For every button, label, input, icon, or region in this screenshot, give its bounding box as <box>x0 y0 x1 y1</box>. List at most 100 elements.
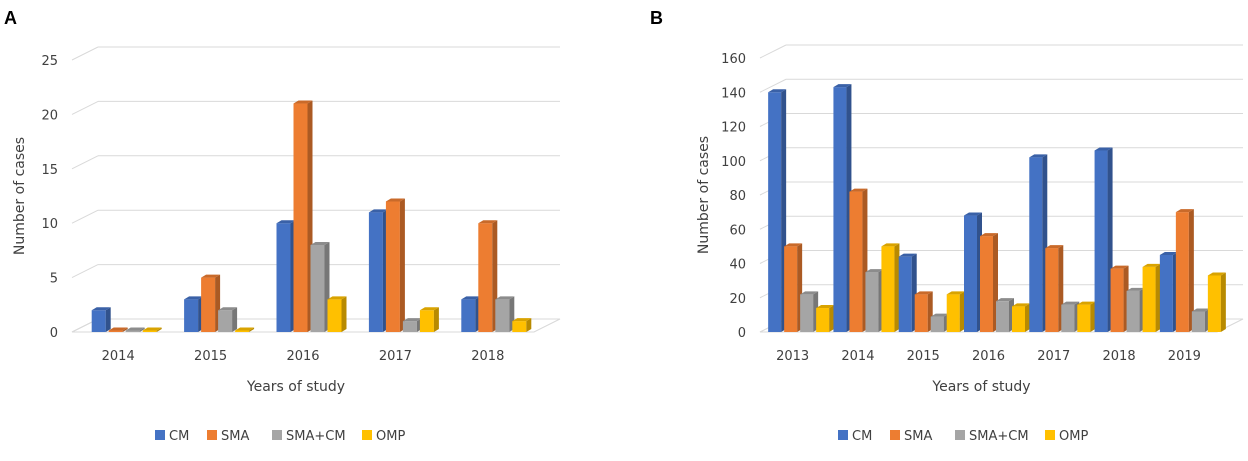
bar-sma-2014-front <box>108 330 123 332</box>
bar-sma-cm-2015-top <box>218 307 238 311</box>
panel-label-a: A <box>4 8 17 28</box>
bar-cm-2017 <box>368 209 388 332</box>
bar-sma-2015 <box>201 274 221 332</box>
bar-sma-2018 <box>478 220 498 332</box>
bar-sma-2018-front <box>1110 268 1124 332</box>
bar-omp-2018-front <box>1142 266 1156 332</box>
y-axis-title: Number of cases <box>12 137 28 255</box>
y-axis-title: Number of cases <box>696 136 712 254</box>
bar-cm-2015-top <box>898 253 917 257</box>
x-tick-label: 2014 <box>102 349 135 364</box>
legend-label: SMA+CM <box>286 429 346 444</box>
gridline-side <box>71 209 99 224</box>
x-tick-label: 2017 <box>1037 349 1070 364</box>
bar-sma-cm-2014 <box>125 327 145 332</box>
legend-label: CM <box>852 429 872 444</box>
legend: CM SMA SMA+CM OMP <box>838 429 1088 444</box>
gridline-side <box>71 155 99 170</box>
bar-cm-2013-top <box>768 89 787 93</box>
bar-sma-2015-front <box>914 294 928 332</box>
bar-omp-2016 <box>1012 303 1030 332</box>
legend-swatch <box>155 430 165 440</box>
bar-omp-2018-side <box>526 318 532 332</box>
x-tick-label: 2018 <box>471 349 504 364</box>
bar-omp-2016-front <box>1012 306 1025 332</box>
bar-sma-cm-2018-top <box>495 296 515 300</box>
legend-swatch <box>955 430 965 440</box>
bar-sma-2017-front <box>385 201 400 332</box>
x-tick-label: 2016 <box>286 349 319 364</box>
bar-omp-2018-side <box>1155 263 1161 332</box>
bar-omp-2017-top <box>1077 301 1096 305</box>
bar-sma-2017-top <box>1045 245 1064 249</box>
y-tick-label: 120 <box>721 121 746 136</box>
bar-omp-2019-top <box>1207 272 1226 276</box>
bar-omp-2018-front <box>512 321 527 332</box>
legend-swatch <box>362 430 372 440</box>
bar-omp-2014-top <box>142 327 162 331</box>
bar-sma-cm-2015-side <box>232 307 238 332</box>
bar-omp-2018-top <box>1142 263 1161 267</box>
bar-cm-2014-front <box>833 87 847 332</box>
bar-sma-2014-top <box>108 327 128 331</box>
bar-sma-2019-side <box>1188 209 1194 332</box>
gridline-side <box>71 100 99 115</box>
bar-sma-cm-2019-top <box>1191 308 1210 312</box>
bar-omp-2015 <box>235 327 255 332</box>
bar-cm-2016-top <box>276 220 296 224</box>
x-tick-label: 2019 <box>1168 349 1201 364</box>
bar-omp-2016-top <box>1012 303 1030 307</box>
legend-swatch <box>272 430 282 440</box>
y-tick-label: 20 <box>41 108 58 123</box>
bar-omp-2016-front <box>327 299 342 332</box>
bar-sma-2013-front <box>784 246 798 332</box>
legend-label: CM <box>169 429 189 444</box>
gridline-side <box>759 44 787 59</box>
bar-omp-2019-side <box>1220 272 1226 332</box>
bar-omp-2014 <box>881 243 900 332</box>
bar-sma-cm-2015 <box>930 313 949 332</box>
bar-sma-2014-side <box>122 327 128 332</box>
bar-omp-2014-front <box>142 330 157 332</box>
y-tick-label: 20 <box>729 292 746 307</box>
bar-omp-2016 <box>327 296 347 332</box>
bar-cm-2014-side <box>105 307 111 332</box>
bar-sma-2016 <box>980 233 998 332</box>
bar-sma-2018 <box>1110 265 1129 332</box>
x-tick-label: 2018 <box>1103 349 1136 364</box>
bar-omp-2018 <box>512 318 532 332</box>
gridline-side <box>759 78 787 93</box>
bar-omp-2015-front <box>946 294 960 332</box>
bar-cm-2016 <box>964 212 982 332</box>
bar-cm-2015 <box>184 296 204 332</box>
y-tick-label: 25 <box>41 54 58 69</box>
bar-omp-2017-top <box>419 307 439 311</box>
bar-cm-2018 <box>461 296 481 332</box>
bar-cm-2017 <box>1029 154 1048 332</box>
bar-cm-2015-front <box>898 256 912 332</box>
bar-sma-2018-top <box>478 220 498 224</box>
gridline-side <box>71 46 99 61</box>
bar-cm-2014-top <box>833 84 852 88</box>
bar-cm-2017-front <box>368 212 383 332</box>
bar-sma-2017 <box>385 198 405 332</box>
bar-omp-2015-top <box>235 327 255 331</box>
y-tick-label: 0 <box>738 326 746 341</box>
bar-sma-cm-2017-front <box>402 321 417 332</box>
y-tick-label: 40 <box>729 258 746 273</box>
bar-cm-2018-top <box>461 296 481 300</box>
bar-cm-2019-top <box>1159 251 1178 255</box>
bar-sma-2014 <box>108 327 128 332</box>
x-axis-title: Years of study <box>931 379 1030 395</box>
bar-sma-2015-top <box>201 274 221 278</box>
y-tick-label: 0 <box>50 326 58 341</box>
bar-cm-2013 <box>768 89 787 332</box>
bar-cm-2013-front <box>768 92 782 332</box>
bar-sma-2013 <box>784 243 803 332</box>
bar-cm-2015-front <box>184 299 199 332</box>
bar-sma-cm-2018-front <box>1126 290 1140 332</box>
bar-sma-2014-top <box>849 188 868 192</box>
y-tick-label: 15 <box>41 163 58 178</box>
y-tick-label: 160 <box>721 52 746 67</box>
